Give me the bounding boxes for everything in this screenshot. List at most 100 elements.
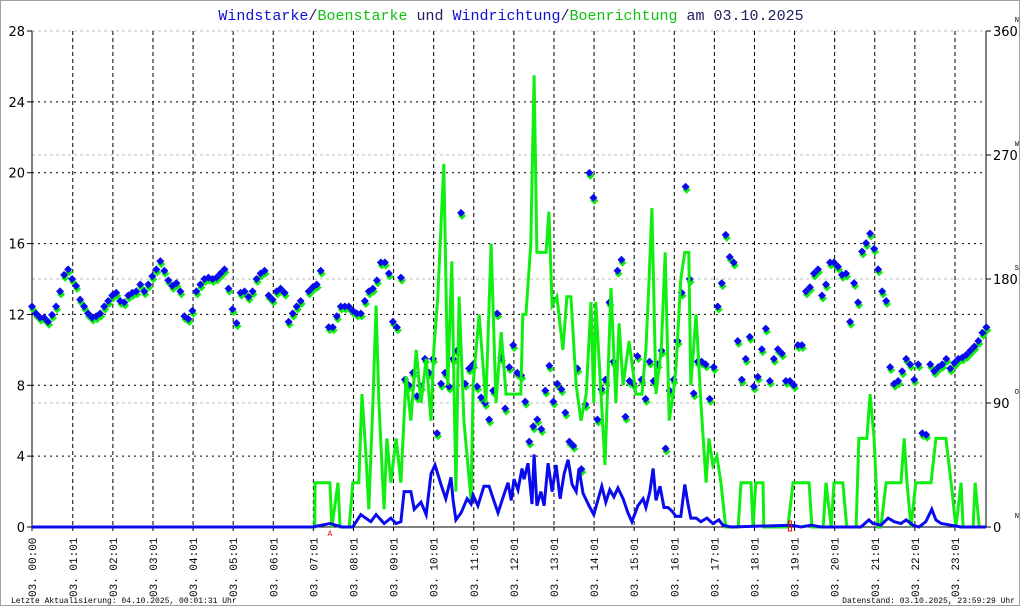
y2-tick-label: 360: [993, 25, 1018, 40]
compass-label: S: [1015, 265, 1019, 273]
wind-direction-point: [870, 244, 879, 253]
wind-direction-point: [216, 269, 225, 278]
wind-direction-point: [352, 309, 361, 318]
wind-direction-point: [561, 408, 570, 417]
wind-direction-point: [765, 376, 774, 385]
marker-icon: [787, 520, 792, 532]
wind-direction-point: [380, 258, 389, 267]
wind-direction-point: [938, 360, 947, 369]
y2-tick-label: 90: [993, 397, 1010, 412]
wind-direction-point: [156, 257, 165, 266]
wind-direction-point: [68, 275, 77, 283]
wind-direction-point: [773, 345, 782, 354]
wind-direction-point: [645, 357, 654, 366]
wind-direction-point: [729, 258, 738, 267]
wind-direction-point: [188, 306, 197, 315]
wind-direction-point: [553, 379, 562, 388]
wind-direction-point: [906, 360, 915, 369]
wind-direction-point: [392, 323, 401, 332]
wind-direction-point: [866, 229, 875, 238]
chart-title: Windstarke/Boenstarke und Windrichtung/B…: [218, 8, 803, 25]
wind-direction-point: [785, 376, 794, 385]
wind-direction-point: [196, 280, 205, 289]
wind-direction-point: [966, 346, 975, 355]
x-tick-label: 03. 22:01: [911, 537, 923, 597]
x-tick-label: 03. 17:01: [710, 537, 722, 597]
wind-direction-point: [886, 363, 895, 372]
wind-direction-point: [621, 412, 630, 421]
wind-direction-point: [72, 281, 81, 290]
x-tick-label: 03. 12:01: [510, 537, 522, 597]
last-update-text: Letzte Aktualisierung: 04.10.2025, 00:01…: [11, 597, 237, 606]
wind-direction-point: [60, 270, 69, 279]
wind-direction-point: [874, 265, 883, 274]
x-tick-label: 03. 04:01: [189, 537, 201, 597]
wind-direction-point: [521, 397, 530, 406]
x-tick-label: 03. 08:01: [349, 537, 361, 597]
wind-direction-point: [288, 309, 297, 318]
wind-direction-point: [733, 337, 742, 345]
wind-direction-point: [709, 363, 718, 372]
wind-direction-point: [922, 430, 931, 439]
x-tick-label: 03. 19:01: [791, 537, 803, 597]
compass-label: N: [1015, 17, 1019, 25]
wind-direction-point: [465, 364, 474, 373]
wind-direction-point: [717, 279, 726, 288]
wind-direction-point: [433, 429, 442, 438]
wind-direction-point: [537, 425, 546, 434]
y-tick-label: 28: [8, 25, 25, 40]
wind-direction-point: [384, 269, 393, 278]
x-tick-label: 03. 00:00: [28, 538, 40, 597]
wind-direction-point: [268, 295, 277, 304]
wind-direction-point: [477, 393, 486, 402]
x-tick-label: 03. 01:01: [69, 537, 81, 597]
wind-direction-point: [753, 372, 762, 381]
wind-direction-point: [124, 291, 133, 300]
wind-direction-point: [132, 287, 141, 296]
x-tick-label: 03. 13:01: [550, 537, 562, 597]
wind-direction-point: [749, 382, 758, 391]
wind-direction-point: [493, 309, 502, 318]
x-tick-label: 03. 05:01: [229, 537, 241, 597]
wind-direction-point: [545, 361, 554, 370]
wind-direction-point: [713, 302, 722, 311]
wind-direction-point: [705, 394, 714, 403]
y-tick-label: 20: [8, 167, 25, 182]
wind-direction-point: [930, 367, 939, 376]
title-part: /: [561, 8, 570, 25]
x-tick-label: 03. 15:01: [630, 537, 642, 597]
speed-series: [32, 75, 986, 529]
wind-direction-point: [96, 309, 105, 318]
wind-direction-point: [942, 354, 951, 363]
data-state-text: Datenstand: 03.10.2025, 23:59:29 Uhr: [842, 597, 1015, 606]
wind-direction-point: [641, 394, 650, 403]
wind-direction-point: [978, 328, 987, 337]
x-tick-label: 03. 03:01: [149, 537, 161, 597]
wind-direction-point: [950, 359, 959, 368]
wind-direction-point: [842, 269, 851, 278]
wind-direction-point: [80, 302, 89, 311]
compass-label: N: [1015, 513, 1019, 521]
wind-direction-point: [777, 349, 786, 358]
wind-direction-point: [882, 297, 891, 306]
wind-direction-point: [834, 262, 843, 271]
wind-direction-point: [533, 415, 542, 424]
wind-direction-point: [112, 288, 121, 297]
wind-direction-point: [372, 276, 381, 285]
wind-direction-point: [344, 302, 353, 311]
y2-tick-label: 180: [993, 273, 1018, 288]
wind-direction-point: [982, 323, 991, 332]
compass-label: O: [1015, 389, 1019, 397]
marker-label: A: [328, 530, 333, 539]
wind-direction-point: [617, 255, 626, 264]
wind-direction-point: [148, 272, 157, 281]
wind-direction-point: [276, 284, 285, 293]
wind-direction-point: [797, 341, 806, 350]
wind-direction-point: [910, 375, 919, 384]
wind-direction-point: [926, 360, 935, 369]
wind-direction-point: [974, 337, 983, 345]
wind-direction-point: [473, 382, 482, 391]
wind-direction-point: [689, 389, 698, 398]
